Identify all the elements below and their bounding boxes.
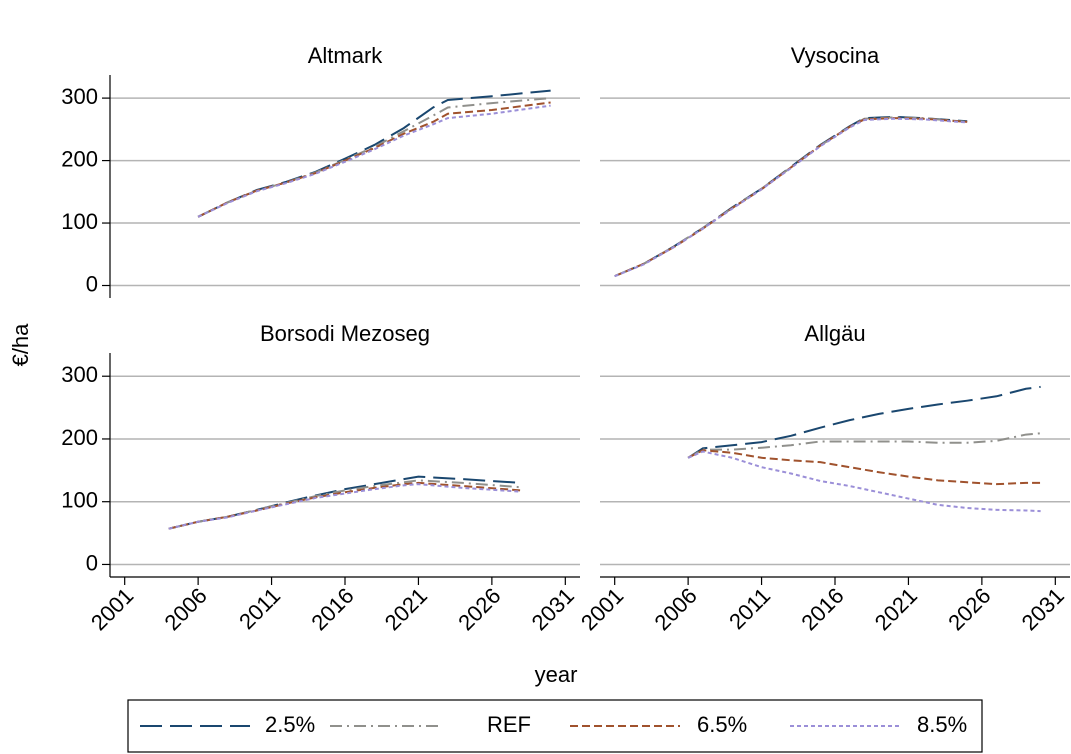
x-tick-label: 2021	[870, 583, 922, 635]
panel-title: Vysocina	[791, 43, 880, 68]
series-line	[614, 117, 968, 278]
y-tick-label: 200	[61, 146, 98, 171]
y-tick-label: 200	[61, 425, 98, 450]
x-tick-label: 2016	[796, 583, 848, 635]
legend-label: REF	[487, 712, 531, 737]
y-tick-label: 300	[61, 84, 98, 109]
panel-title: Borsodi Mezoseg	[260, 321, 430, 346]
panel-title: Allgäu	[804, 321, 865, 346]
series-line	[687, 449, 1041, 486]
y-tick-label: 0	[86, 271, 98, 296]
x-tick-label: 2016	[306, 583, 358, 635]
series-line	[614, 117, 968, 278]
x-tick-label: 2026	[453, 583, 505, 635]
y-tick-label: 100	[61, 488, 98, 513]
panel-title: Altmark	[308, 43, 384, 68]
legend-label: 8.5%	[917, 712, 967, 737]
series-line	[197, 89, 551, 218]
y-axis-label: €/ha	[8, 323, 33, 367]
series-line	[197, 101, 551, 218]
x-tick-label: 2011	[234, 583, 285, 634]
series-line	[197, 104, 551, 218]
series-line	[687, 432, 1041, 459]
series-line	[687, 450, 1041, 513]
x-tick-label: 2011	[724, 583, 775, 634]
y-tick-label: 100	[61, 209, 98, 234]
series-line	[168, 481, 522, 530]
y-tick-label: 0	[86, 550, 98, 575]
legend-label: 6.5%	[697, 712, 747, 737]
series-line	[614, 115, 968, 278]
x-tick-label: 2006	[159, 583, 211, 635]
x-tick-label: 2031	[1017, 583, 1069, 635]
legend-label: 2.5%	[265, 712, 315, 737]
x-tick-label: 2001	[86, 583, 138, 635]
series-line	[168, 475, 522, 530]
x-tick-label: 2006	[649, 583, 701, 635]
x-tick-label: 2026	[943, 583, 995, 635]
x-tick-label: 2001	[576, 583, 628, 635]
x-tick-label: 2021	[380, 583, 432, 635]
y-tick-label: 300	[61, 362, 98, 387]
x-tick-label: 2031	[527, 583, 579, 635]
series-line	[197, 97, 551, 218]
x-axis-label: year	[535, 662, 578, 687]
series-line	[687, 385, 1041, 459]
series-line	[168, 483, 522, 530]
series-line	[614, 116, 968, 278]
